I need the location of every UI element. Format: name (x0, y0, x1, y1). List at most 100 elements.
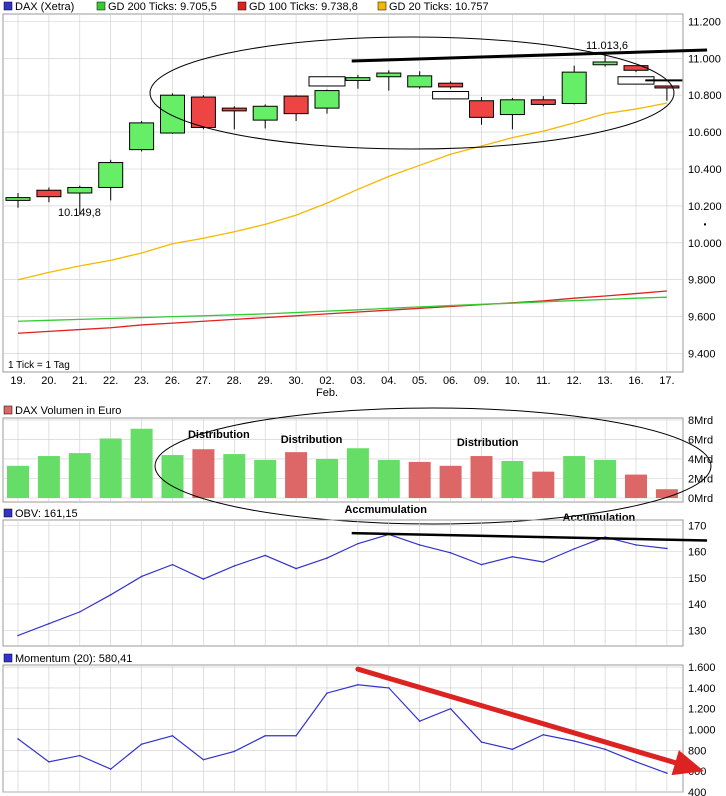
momentum-point (202, 758, 205, 761)
obv-point (449, 552, 452, 554)
obv-point (573, 548, 575, 550)
volume-y-tick-label: 6Mrd (688, 434, 713, 446)
obv-grid (3, 520, 683, 646)
obv-resistance-line (351, 531, 708, 542)
candle (221, 106, 247, 130)
price-y-tick-label: 10.800 (688, 90, 722, 102)
candle (252, 104, 278, 129)
candle (407, 71, 433, 89)
candle-body (376, 72, 402, 78)
candle-body (592, 61, 618, 66)
obv-resistance (351, 531, 708, 542)
momentum-title: Momentum (20): 580,41 (15, 653, 132, 665)
distribution-label: Distribution (281, 434, 343, 446)
volume-bar (254, 459, 277, 498)
obv-line (17, 533, 667, 637)
legend-swatch-gd20 (377, 1, 387, 11)
volume-annotations: Distribution Distribution Distribution Accm… (188, 429, 636, 524)
momentum-panel: Momentum (20): 580,41 4006008001.0001.20… (2, 653, 716, 796)
obv-panel: OBV: 161,15 130 140 150 160 170 (2, 508, 708, 647)
volume-bar (285, 452, 308, 498)
candle-body (530, 99, 556, 105)
price-x-tick-label: 16. (628, 375, 643, 387)
volume-bar (439, 465, 462, 498)
price-x-tick-label: 21. (72, 375, 87, 387)
volume-bar (532, 471, 555, 498)
momentum-y-tick-label: 800 (688, 745, 706, 757)
price-panel: DAX (Xetra) GD 200 Ticks: 9.705,5 GD 100… (2, 1, 722, 399)
price-x-tick-label: 26. (165, 375, 180, 387)
momentum-line (17, 684, 668, 774)
candle (98, 159, 124, 201)
outline-candle (432, 91, 470, 100)
candle-body (407, 75, 433, 88)
obv-y-tick-label: 170 (688, 520, 706, 532)
price-y-tick-label: 9.800 (688, 275, 716, 287)
momentum-point (140, 743, 143, 745)
price-plot-frame (2, 13, 684, 373)
momentum-point (295, 734, 297, 737)
volume-bar (655, 489, 678, 498)
momentum-grid (3, 665, 683, 793)
price-x-tick-label: 10. (505, 375, 520, 387)
momentum-point (79, 754, 81, 757)
candle-body (190, 96, 216, 128)
volume-bar (563, 456, 586, 498)
obv-point (666, 547, 668, 550)
candle-body (36, 189, 62, 198)
obv-point (418, 544, 421, 546)
obv-point (480, 563, 483, 566)
volume-bar (99, 438, 122, 498)
candle-body (129, 122, 155, 151)
candle-body (654, 85, 680, 89)
obv-points (17, 533, 668, 637)
momentum-y-tick-label: 1.200 (688, 704, 716, 716)
momentum-plot-frame (2, 664, 684, 793)
momentum-point (604, 748, 606, 751)
candle (67, 185, 93, 216)
obv-y-tick-label: 140 (688, 599, 706, 611)
price-dot-marker (704, 223, 706, 226)
obv-point (542, 561, 545, 563)
legend-label-gd20: GD 20 Ticks: 10.757 (389, 1, 489, 13)
volume-bar (501, 460, 524, 498)
volume-y-tick-labels: 0Mrd 2Mrd 4Mrd 6Mrd 8Mrd (688, 415, 713, 505)
price-x-tick-label: 29. (258, 375, 273, 387)
volume-bar (377, 459, 400, 498)
ma-line-gd100 (17, 290, 667, 334)
volume-bar (130, 428, 153, 498)
price-high-annotation: 11.013,6 (586, 40, 628, 52)
price-x-tick-label: 19. (10, 375, 25, 387)
volume-y-tick-label: 0Mrd (688, 493, 713, 505)
candle (36, 187, 62, 203)
price-x-tick-label: 13. (597, 375, 612, 387)
price-x-tick-labels: 19. 20. 21. 22. 23. 26. 27. 28. 29. 30. 02. 03. 04. 0… (10, 375, 674, 387)
candle-body (98, 162, 124, 188)
candle-body (623, 65, 649, 71)
volume-bar (470, 456, 493, 498)
tick-note: 1 Tick = 1 Tag (8, 360, 70, 371)
price-x-tick-label: 20. (41, 375, 56, 387)
momentum-point (171, 734, 174, 737)
price-x-tick-label: 06. (443, 375, 458, 387)
candle (530, 96, 556, 107)
price-y-tick-label: 9.600 (688, 312, 716, 324)
obv-point (17, 634, 19, 637)
price-x-tick-label: 04. (381, 375, 396, 387)
price-candles (5, 55, 680, 216)
volume-plot-frame (2, 417, 684, 503)
candle (314, 89, 340, 114)
momentum-y-tick-label: 400 (688, 787, 706, 796)
price-consolidation-ellipse (149, 36, 675, 150)
momentum-y-tick-label: 1.000 (688, 725, 716, 737)
price-resistance-line (351, 48, 708, 63)
candle (376, 70, 402, 91)
accumulation-label: Accmumulation (344, 504, 427, 516)
momentum-point (48, 761, 50, 763)
obv-series-line (17, 533, 667, 637)
accumulation-label: Accumulation (563, 512, 636, 524)
price-x-tick-label: 09. (474, 375, 489, 387)
momentum-point (511, 748, 514, 751)
